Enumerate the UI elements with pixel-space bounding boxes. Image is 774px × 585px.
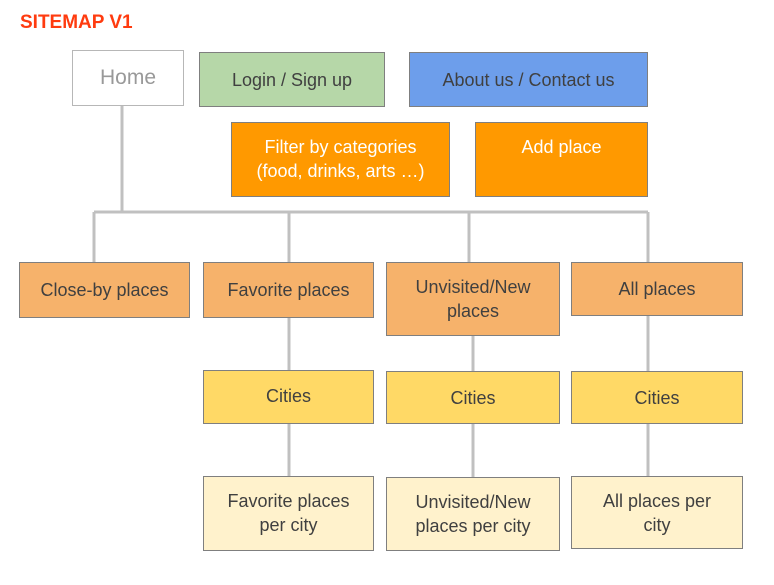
node-about-contact[interactable]: About us / Contact us (409, 52, 648, 107)
node-unvisited-new-places-per-city[interactable]: Unvisited/New places per city (386, 477, 560, 551)
node-home[interactable]: Home (72, 50, 184, 106)
node-close-by-places[interactable]: Close-by places (19, 262, 190, 318)
node-cities-all[interactable]: Cities (571, 371, 743, 424)
node-login-sign-up[interactable]: Login / Sign up (199, 52, 385, 107)
node-favorite-places-per-city[interactable]: Favorite places per city (203, 476, 374, 551)
node-favorite-places[interactable]: Favorite places (203, 262, 374, 318)
node-all-places-per-city[interactable]: All places per city (571, 476, 743, 549)
node-filter-by-categories[interactable]: Filter by categories (food, drinks, arts… (231, 122, 450, 197)
node-cities-unvisited[interactable]: Cities (386, 371, 560, 424)
node-add-place[interactable]: Add place (475, 122, 648, 197)
node-cities-favorite[interactable]: Cities (203, 370, 374, 424)
diagram-title: SITEMAP V1 (20, 12, 133, 33)
node-unvisited-new-places[interactable]: Unvisited/New places (386, 262, 560, 336)
node-all-places[interactable]: All places (571, 262, 743, 316)
